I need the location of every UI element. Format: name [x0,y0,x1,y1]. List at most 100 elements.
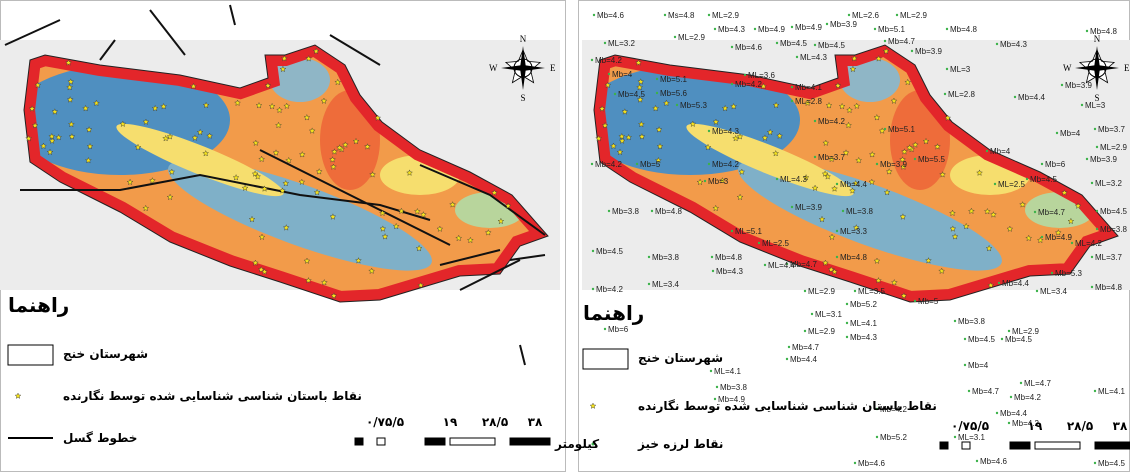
quake-label: Mb=4.9 [1045,233,1072,242]
site-marker [329,156,336,163]
site-marker [616,148,624,156]
quake-label: ML=2.9 [808,287,835,296]
site-marker [712,204,720,212]
site-marker [911,141,919,148]
site-marker [987,281,995,289]
site-marker [766,128,774,136]
quake-point [673,35,677,39]
site-marker [392,222,400,230]
quake-point [710,255,714,259]
site-marker [637,120,645,128]
site-marker [55,133,63,141]
site-marker [811,184,819,191]
site-marker [276,106,283,114]
site-marker [264,82,272,89]
site-marker [962,222,970,230]
quake-label: Mb=4.2 [1012,419,1039,428]
quake-point [953,319,957,323]
site-marker [31,121,39,129]
site-marker [656,142,664,150]
quake-point [873,27,877,31]
legend-title: راهنما [8,293,69,317]
quake-point [743,73,747,77]
legend-box [7,344,54,366]
quake-point [590,58,594,62]
quake-point [967,389,971,393]
site-marker [149,177,156,184]
site-marker [196,128,204,136]
site-marker [308,127,316,134]
site-marker [654,156,662,164]
quake-label: Mb=6 [608,325,629,334]
site-marker [828,233,836,240]
site-marker [949,209,956,217]
quake-label: Mb=6 [1045,160,1066,169]
site-marker [1054,229,1062,236]
site-marker [298,178,306,185]
quake-label: Mb=4.2 [595,56,622,65]
quake-point [1085,29,1089,33]
quake-label: Mb=3.9 [830,20,857,29]
site-marker [321,278,328,286]
site-marker [420,211,427,218]
quake-label: ML=3.2 [1095,179,1122,188]
compass-north: N [520,34,527,44]
site-marker [160,102,167,110]
quake-point [1093,127,1097,131]
quake-point [1040,162,1044,166]
site-marker [455,234,463,242]
quake-label: ML=3.8 [846,207,873,216]
quake-label: Mb=4 [990,147,1011,156]
quake-label: ML=5.1 [735,227,762,236]
site-marker [374,114,382,121]
site-marker [298,151,306,158]
quake-point [813,119,817,123]
site-marker [883,188,891,196]
quake-label: ML=2.9 [900,11,927,20]
quake-label: Mb=4.3 [850,333,877,342]
site-marker [736,133,744,140]
quake-point [1085,157,1089,161]
site-marker [1074,202,1082,209]
site-marker [48,132,56,140]
quake-point [1090,181,1094,185]
quake-point [1019,381,1023,385]
quake-label: Mb=3.9 [915,47,942,56]
quake-point [713,397,717,401]
scale-bar [961,441,971,450]
quake-label: ML=2.5 [762,239,789,248]
quake-point [883,39,887,43]
quake-point [945,27,949,31]
site-marker [334,78,342,86]
quake-label: Mb=4.5 [618,90,645,99]
quake-label: Mb=4.3 [712,127,739,136]
scale-tick-label: ۲۸/۵ [482,415,508,429]
quake-label: ML=4.1 [850,319,877,328]
quake-label: Mb=4.7 [888,37,915,46]
quake-label: ML=3.7 [1095,253,1122,262]
legend-quake [591,442,595,446]
quake-label: Mb=4.2 [818,117,845,126]
quake-label: Mb=4.3 [716,267,743,276]
quake-point [1035,289,1039,293]
site-marker [283,102,291,109]
quake-point [635,162,639,166]
site-marker [868,151,876,158]
quake-label: Mb=4.8 [1090,27,1117,36]
site-marker [202,101,210,109]
quake-point [1090,285,1094,289]
site-marker [760,82,767,90]
quake-label: Mb=4.5 [1100,207,1127,216]
quake-label: Mb=5 [640,160,661,169]
site-marker [46,148,54,156]
quake-label: Mb=4.8 [950,25,977,34]
site-marker [772,149,779,157]
site-marker [341,141,349,148]
site-marker [922,137,930,145]
quake-label: Mb=4.6 [735,43,762,52]
site-marker [873,257,881,264]
site-marker [719,177,726,184]
site-marker [842,149,850,156]
site-marker [282,224,290,231]
quake-label: Mb=4 [1060,129,1081,138]
